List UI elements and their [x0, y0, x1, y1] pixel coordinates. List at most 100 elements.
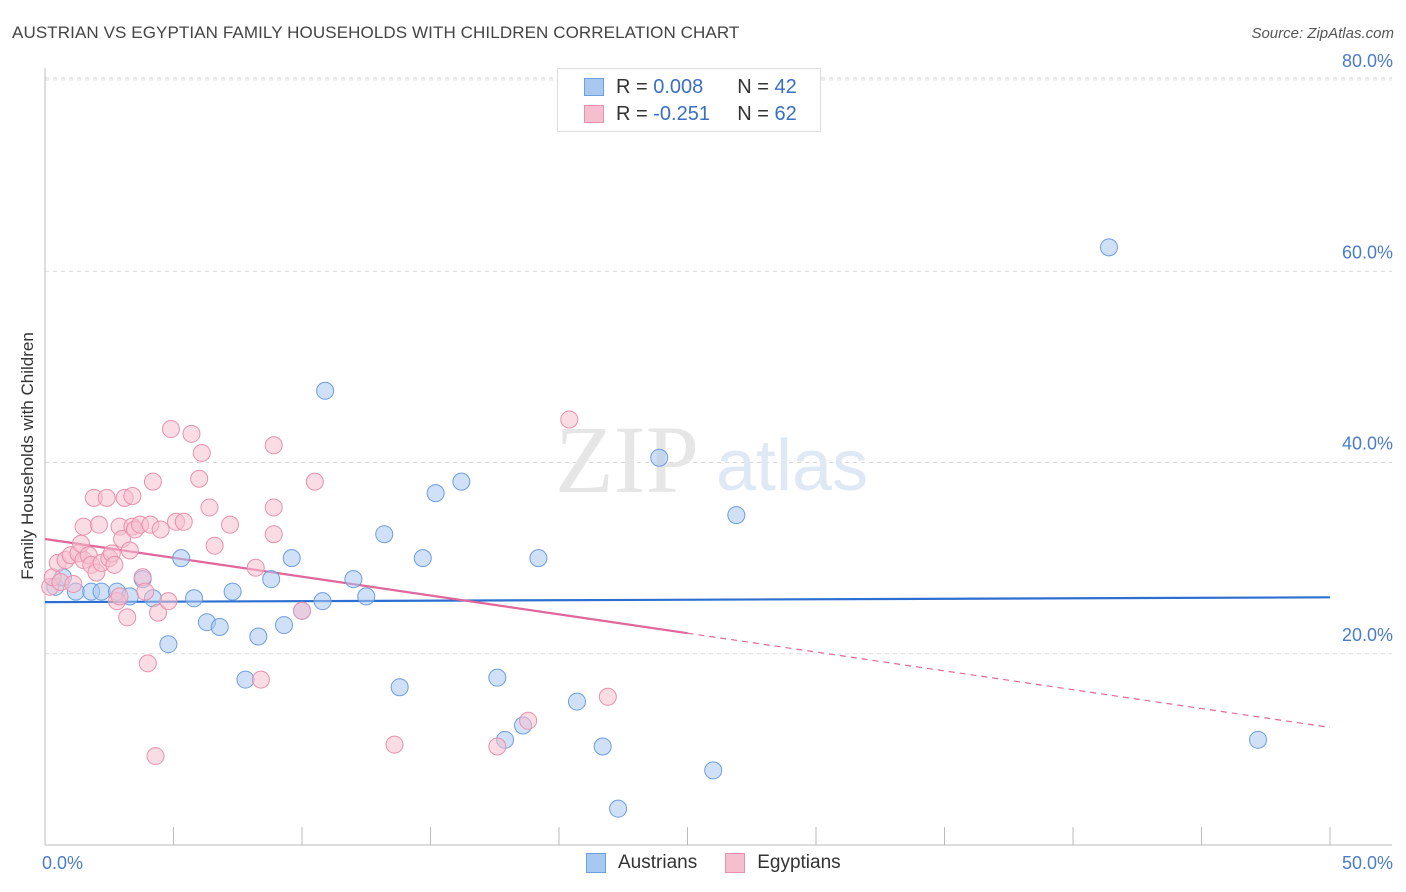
- egyptian-point: [146, 747, 165, 766]
- austrian-point: [313, 592, 332, 611]
- egyptian-point: [64, 574, 83, 593]
- austrian-trend-line: [44, 596, 1331, 604]
- egyptian-point: [264, 525, 283, 544]
- austrian-point: [1099, 238, 1118, 257]
- egyptian-point: [97, 488, 116, 507]
- egyptian-point: [264, 436, 283, 455]
- legend-n-label: N =: [737, 75, 769, 98]
- austrian-point: [593, 737, 612, 756]
- y-axis-label: Family Households with Children: [18, 332, 37, 580]
- x-tick-label: 0.0%: [42, 853, 83, 873]
- egyptian-point: [89, 515, 108, 534]
- austrian-point: [650, 448, 669, 467]
- legend-r-label: R =: [616, 75, 648, 98]
- austrian-point: [159, 635, 178, 654]
- legend-row-egyptians: R = -0.251 N = 62: [584, 102, 797, 126]
- austrian-point: [488, 668, 507, 687]
- chart-title: AUSTRIAN VS EGYPTIAN FAMILY HOUSEHOLDS W…: [12, 23, 740, 42]
- egyptian-point: [305, 472, 324, 491]
- austrian-point: [529, 549, 548, 568]
- watermark: ZIP atlas: [555, 406, 868, 513]
- y-tick-label: 40.0%: [1342, 434, 1393, 454]
- legend-n-label: N =: [737, 102, 769, 125]
- austrian-point: [185, 589, 204, 608]
- egyptian-point: [182, 424, 201, 443]
- egyptian-point: [159, 592, 178, 611]
- egyptian-trend-line: [44, 537, 688, 635]
- egyptian-point: [118, 608, 137, 627]
- watermark-atlas: atlas: [716, 426, 868, 506]
- legend-row-austrians: R = 0.008 N = 42: [584, 75, 797, 99]
- austrian-point: [344, 570, 363, 589]
- egyptian-point: [161, 420, 180, 439]
- austrian-point: [375, 525, 394, 544]
- egyptian-point: [385, 735, 404, 754]
- austrian-point: [413, 549, 432, 568]
- austrian-point: [236, 670, 255, 689]
- austrian-point: [452, 472, 471, 491]
- axis-labels: 20.0% 40.0% 60.0% 80.0% 0.0% 50.0% Family Hous…: [18, 51, 1393, 873]
- y-tick-label: 20.0%: [1342, 625, 1393, 645]
- egyptian-point: [293, 601, 311, 620]
- egyptian-point: [110, 587, 129, 606]
- egyptian-point: [174, 512, 193, 531]
- austrian-point: [704, 761, 723, 780]
- egyptian-point: [143, 472, 162, 491]
- egyptian-point: [74, 517, 93, 536]
- legend-r-value: -0.251: [653, 102, 710, 125]
- austrian-point: [210, 617, 229, 636]
- trend-lines: [44, 537, 1331, 728]
- egyptian-point: [149, 603, 168, 622]
- austrian-point: [316, 381, 335, 400]
- egyptian-point: [264, 498, 283, 517]
- legend-label-austrians: Austrians: [618, 852, 698, 873]
- watermark-zip: ZIP: [555, 406, 699, 513]
- egyptian-point: [200, 498, 219, 517]
- y-tick-label: 80.0%: [1342, 51, 1393, 71]
- egyptian-trend-line-projection: [687, 632, 1331, 728]
- y-tick-label: 60.0%: [1342, 242, 1393, 262]
- austrian-point: [426, 484, 445, 503]
- austrian-point: [92, 582, 111, 601]
- egyptian-point: [123, 486, 142, 505]
- x-tick-label: 50.0%: [1342, 853, 1393, 873]
- egyptian-point: [138, 654, 157, 673]
- egyptian-point: [560, 410, 579, 429]
- legend-swatch-austrians: [584, 78, 604, 96]
- austrian-point: [390, 678, 409, 697]
- egyptian-point: [120, 541, 139, 560]
- austrian-point: [275, 616, 294, 635]
- legend-label-egyptians: Egyptians: [757, 852, 841, 873]
- austrian-point: [357, 587, 376, 606]
- austrian-point: [567, 692, 586, 711]
- legend-swatch-egyptians: [725, 853, 746, 873]
- data-points: [41, 238, 1268, 818]
- legend-item-austrians: Austrians: [586, 852, 697, 874]
- austrian-point: [727, 506, 746, 525]
- austrian-point: [609, 799, 628, 818]
- egyptian-point: [190, 469, 209, 488]
- legend-swatch-egyptians: [584, 105, 604, 123]
- legend-swatch-austrians: [586, 853, 606, 873]
- chart-source: Source: ZipAtlas.com: [1251, 25, 1394, 42]
- egyptian-point: [136, 582, 155, 601]
- egyptian-point: [205, 536, 224, 555]
- egyptian-point: [105, 555, 124, 574]
- austrian-point: [262, 570, 281, 589]
- egyptian-point: [598, 687, 617, 706]
- egyptian-point: [221, 515, 240, 534]
- egyptian-point: [251, 670, 270, 689]
- egyptian-point: [519, 711, 538, 730]
- egyptian-point: [488, 737, 507, 756]
- legend-item-egyptians: Egyptians: [725, 852, 841, 874]
- legend-r-value: 0.008: [653, 75, 704, 98]
- legend-n-value: 42: [774, 75, 797, 98]
- austrian-point: [223, 582, 242, 601]
- legend-n-value: 62: [774, 102, 797, 125]
- stats-legend: R = 0.008 N = 42 R = -0.251 N = 62: [557, 68, 821, 132]
- egyptian-point: [246, 558, 265, 577]
- legend-r-label: R =: [616, 102, 648, 125]
- axes: [44, 68, 1392, 846]
- austrian-point: [172, 549, 191, 568]
